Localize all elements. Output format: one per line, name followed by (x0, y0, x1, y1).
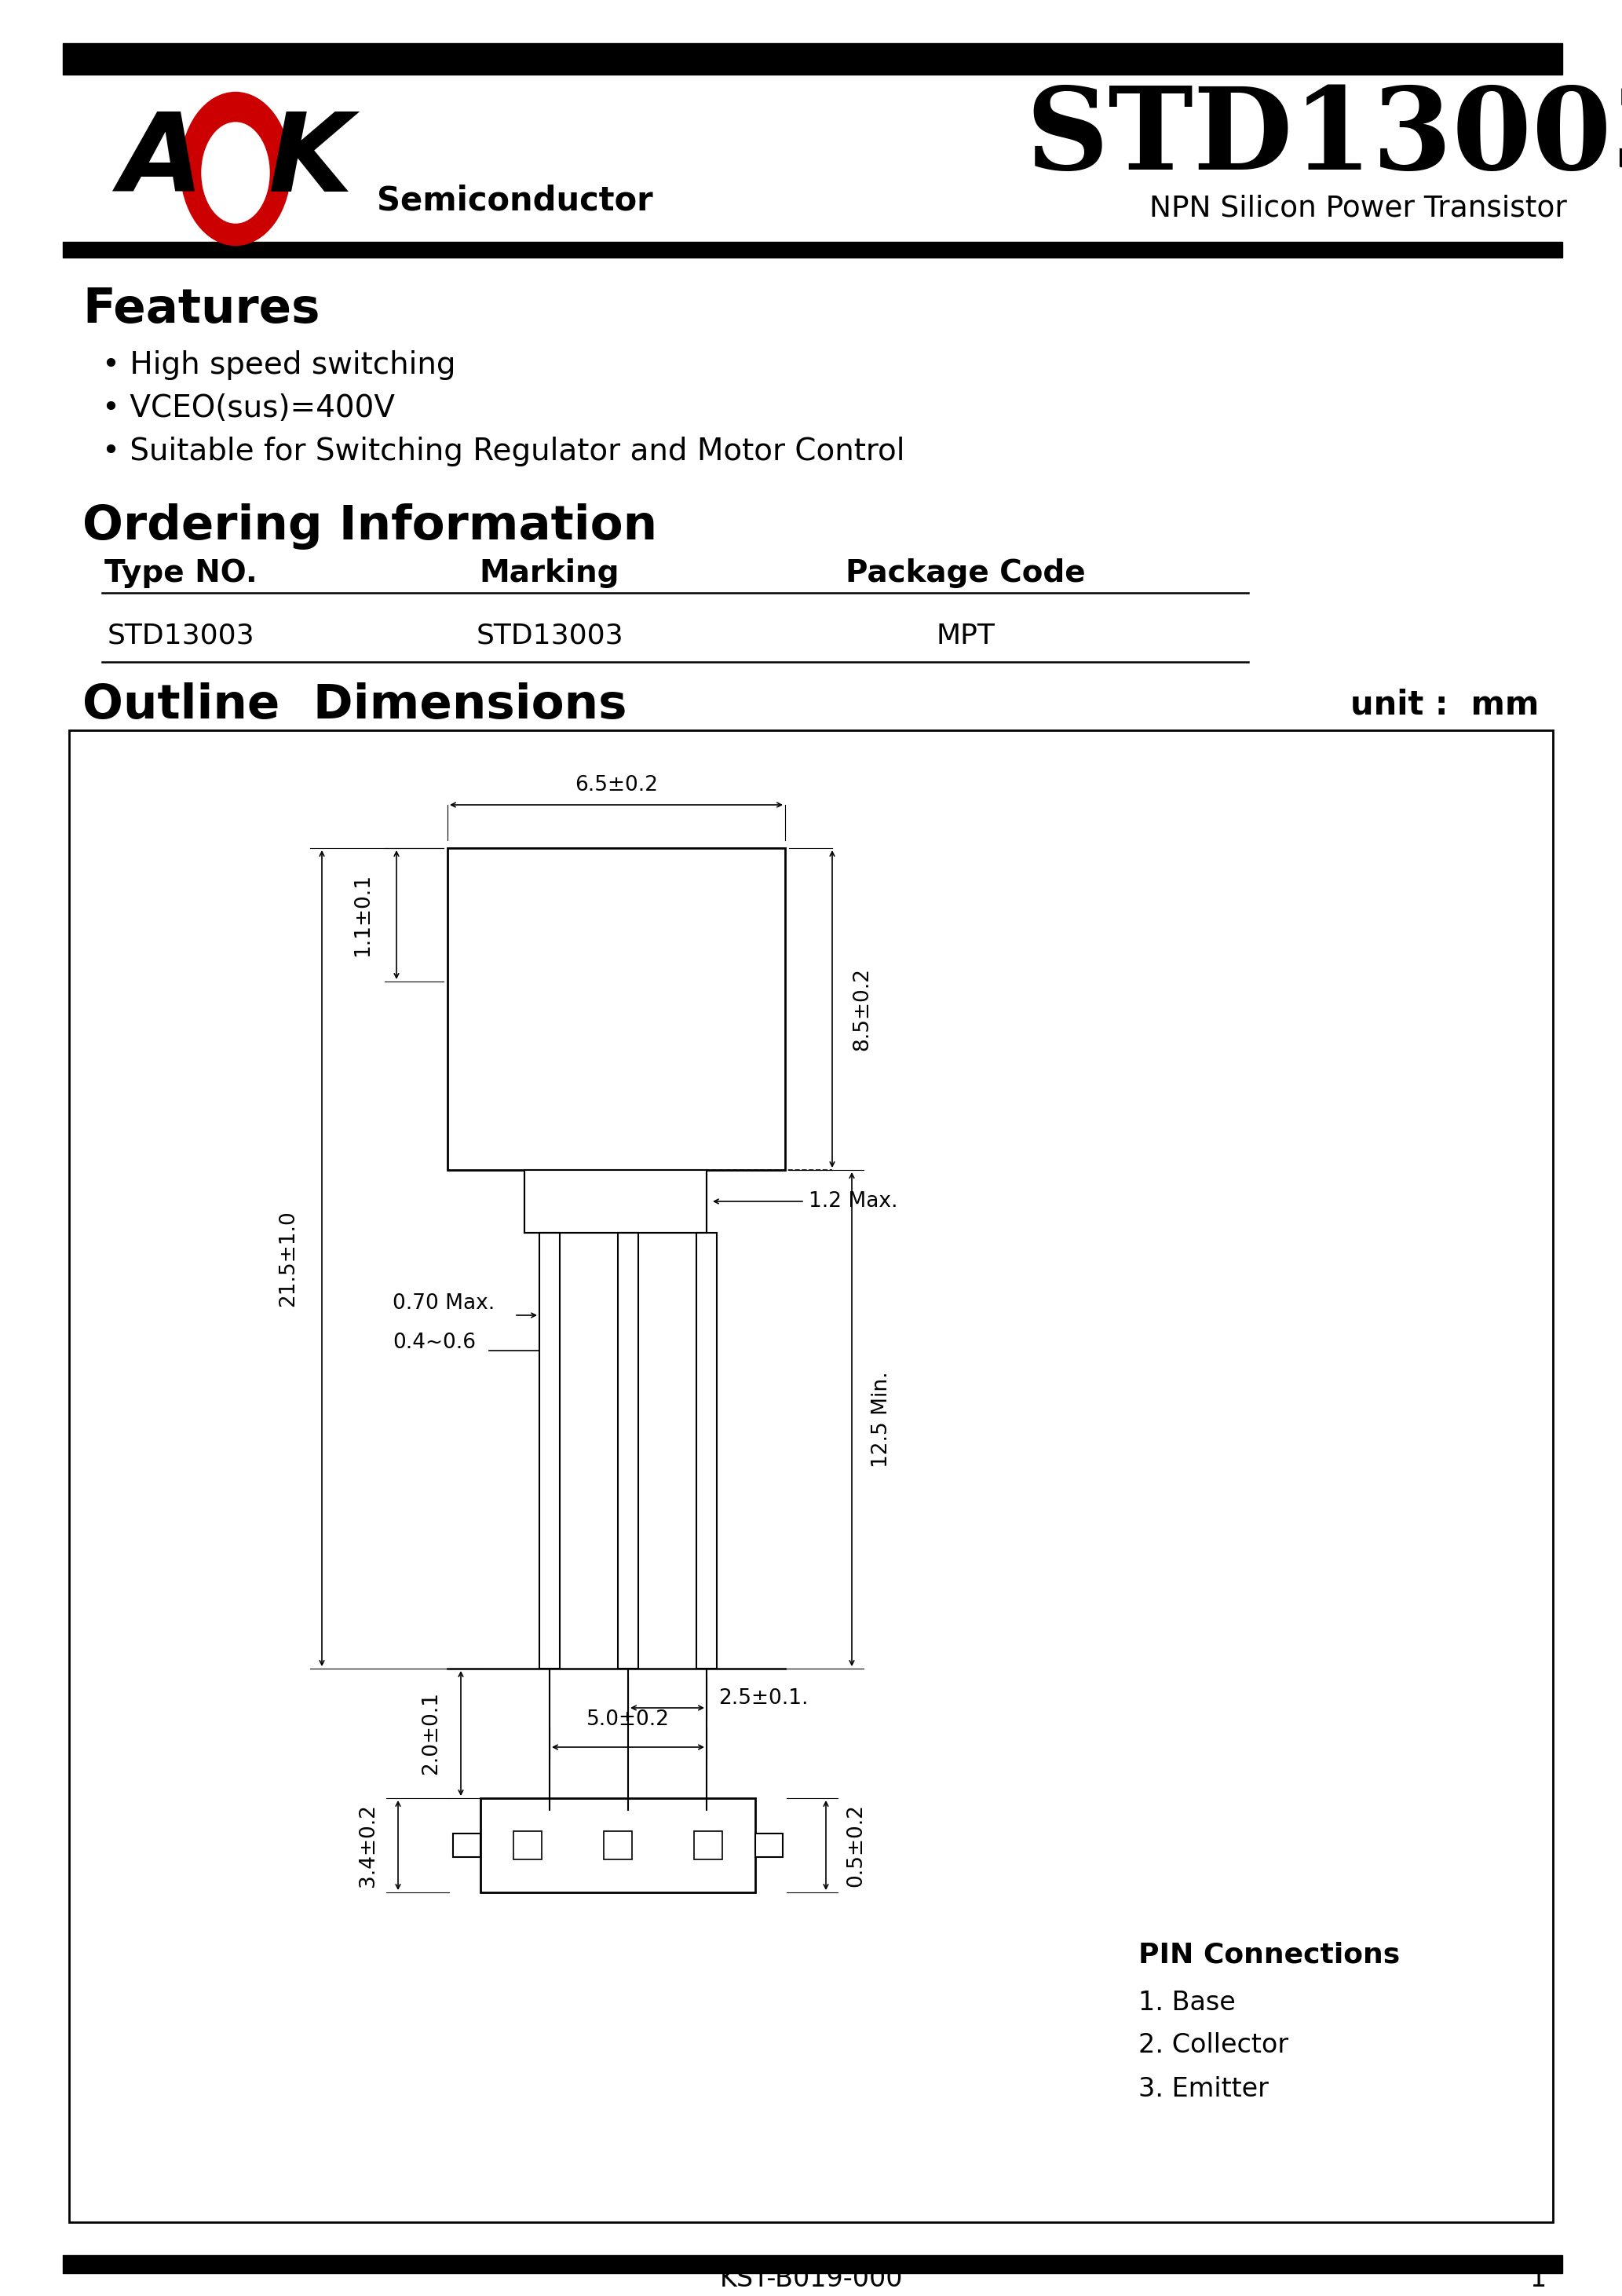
Text: 0.5±0.2: 0.5±0.2 (845, 1805, 866, 1887)
Text: NPN Silicon Power Transistor: NPN Silicon Power Transistor (1150, 193, 1567, 223)
Bar (514, 1832, 542, 1860)
Text: 1. Base: 1. Base (1139, 1988, 1236, 2016)
Text: Package Code: Package Code (845, 558, 1085, 588)
Bar (756, 1835, 783, 1857)
Text: Ordering Information: Ordering Information (83, 503, 657, 549)
Bar (453, 1835, 480, 1857)
Text: 1: 1 (1530, 2266, 1547, 2291)
Ellipse shape (201, 122, 269, 223)
Text: KST-B019-000: KST-B019-000 (719, 2266, 903, 2291)
Bar (694, 1832, 722, 1860)
Text: 3: 3 (696, 1612, 717, 1646)
Text: 1.2 Max.: 1.2 Max. (809, 1192, 897, 1212)
Bar (70, 730, 1552, 2223)
Bar (540, 1233, 560, 1669)
Text: 21.5±1.0: 21.5±1.0 (277, 1210, 298, 1306)
Text: unit :  mm: unit : mm (1350, 689, 1539, 721)
Text: 2.5±0.1.: 2.5±0.1. (719, 1688, 808, 1708)
Bar (618, 1233, 639, 1669)
Text: 2: 2 (618, 1612, 639, 1646)
Bar (603, 1832, 633, 1860)
Bar (480, 1798, 756, 1892)
Text: • Suitable for Switching Regulator and Motor Control: • Suitable for Switching Regulator and M… (102, 436, 905, 466)
Text: Type NO.: Type NO. (104, 558, 256, 588)
Text: 12.5 Min.: 12.5 Min. (871, 1371, 892, 1467)
Text: 1.1±0.1: 1.1±0.1 (352, 872, 373, 957)
Text: 1: 1 (539, 1612, 560, 1646)
Text: A: A (118, 108, 203, 214)
Text: Outline  Dimensions: Outline Dimensions (83, 682, 626, 728)
Bar (448, 847, 785, 1171)
Text: • VCEO(sus)=400V: • VCEO(sus)=400V (102, 393, 394, 422)
Text: 0.70 Max.: 0.70 Max. (393, 1293, 495, 1313)
Text: STD13003: STD13003 (1025, 83, 1622, 193)
Text: PIN Connections: PIN Connections (1139, 1942, 1400, 1968)
Text: • High speed switching: • High speed switching (102, 351, 456, 381)
Text: Marking: Marking (480, 558, 620, 588)
Text: Features: Features (83, 287, 320, 333)
Text: Semiconductor: Semiconductor (376, 184, 654, 216)
Bar (696, 1233, 717, 1669)
Text: 2.0±0.1: 2.0±0.1 (420, 1692, 441, 1775)
Text: MPT: MPT (936, 622, 994, 650)
Ellipse shape (180, 92, 290, 246)
Text: 3.4±0.2: 3.4±0.2 (358, 1805, 378, 1887)
Text: 0.4~0.6: 0.4~0.6 (393, 1332, 475, 1352)
Text: STD13003: STD13003 (475, 622, 623, 650)
Text: 6.5±0.2: 6.5±0.2 (574, 776, 659, 794)
Text: 3. Emitter: 3. Emitter (1139, 2076, 1268, 2101)
Bar (524, 1171, 707, 1233)
Text: STD13003: STD13003 (107, 622, 255, 650)
Text: 2. Collector: 2. Collector (1139, 2032, 1288, 2060)
Text: 5.0±0.2: 5.0±0.2 (587, 1711, 670, 1729)
Text: 8.5±0.2: 8.5±0.2 (852, 967, 873, 1052)
Text: K: K (268, 108, 352, 214)
Text: U: U (209, 145, 263, 209)
